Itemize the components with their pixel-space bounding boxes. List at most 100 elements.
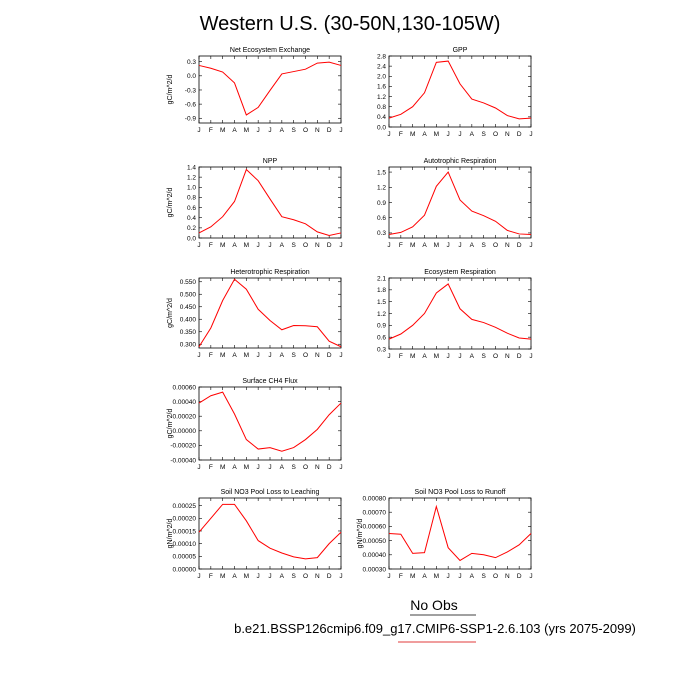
x-tick-label: A	[470, 242, 475, 249]
x-tick-label: J	[339, 352, 342, 359]
panel-title: Net Ecosystem Exchange	[230, 47, 310, 54]
y-axis-label: gC/m^2/d	[167, 188, 174, 218]
y-tick-label: 0.6	[187, 205, 196, 212]
x-tick-label: J	[447, 242, 450, 249]
x-tick-label: J	[197, 127, 200, 134]
y-tick-label: 0.9	[377, 200, 386, 207]
y-tick-label: 1.5	[377, 299, 386, 306]
x-tick-label: A	[280, 352, 285, 359]
x-tick-label: O	[493, 573, 498, 580]
x-tick-label: J	[257, 242, 260, 249]
x-tick-label: A	[470, 131, 475, 138]
y-tick-label: 0.00010	[173, 541, 197, 548]
y-tick-label: -0.00020	[170, 443, 196, 450]
plot-frame	[388, 166, 532, 239]
x-tick-label: D	[327, 573, 332, 580]
x-tick-label: S	[291, 242, 296, 249]
x-tick-label: S	[291, 464, 296, 471]
y-tick-label: 0.00015	[173, 528, 197, 535]
x-tick-label: M	[244, 352, 249, 359]
x-tick-label: J	[447, 573, 450, 580]
panel-title: NPP	[263, 158, 278, 165]
series-line	[388, 60, 532, 120]
x-tick-label: D	[327, 352, 332, 359]
x-tick-label: D	[327, 127, 332, 134]
x-tick-label: M	[220, 127, 225, 134]
series-line	[198, 61, 342, 116]
x-tick-label: O	[493, 242, 498, 249]
x-tick-label: M	[434, 353, 439, 360]
x-tick-label: J	[339, 464, 342, 471]
y-tick-label: 0.00025	[173, 503, 197, 510]
plot-frame	[198, 166, 342, 239]
plot-frame	[388, 277, 532, 350]
x-tick-label: J	[197, 464, 200, 471]
y-tick-label: -0.3	[185, 87, 197, 94]
plot-frame	[198, 55, 342, 124]
y-tick-label: 0.8	[377, 104, 386, 111]
series-line	[198, 503, 342, 560]
y-tick-label: 0.3	[377, 346, 386, 353]
x-tick-label: A	[232, 573, 237, 580]
x-tick-label: J	[339, 242, 342, 249]
plot-frame	[198, 277, 342, 349]
y-tick-label: 0.6	[377, 334, 386, 341]
x-tick-label: D	[517, 353, 522, 360]
x-tick-label: A	[422, 353, 427, 360]
x-tick-label: J	[387, 353, 390, 360]
page-title: Western U.S. (30-50N,130-105W)	[200, 13, 501, 35]
x-tick-label: J	[197, 242, 200, 249]
panel-title: Soil NO3 Pool Loss to Runoff	[415, 489, 506, 496]
x-tick-label: J	[268, 573, 271, 580]
series-line	[388, 283, 532, 340]
x-tick-label: D	[517, 242, 522, 249]
series-line	[198, 168, 342, 236]
y-tick-label: 0.00060	[173, 384, 197, 391]
x-tick-label: A	[280, 464, 285, 471]
y-tick-label: 0.00030	[363, 566, 387, 573]
x-tick-label: M	[220, 352, 225, 359]
x-tick-label: O	[493, 131, 498, 138]
x-tick-label: N	[505, 353, 510, 360]
y-tick-label: 0.00050	[363, 538, 387, 545]
y-tick-label: 2.8	[377, 53, 386, 60]
x-tick-label: F	[209, 464, 213, 471]
x-tick-label: J	[529, 573, 532, 580]
y-tick-label: 1.2	[377, 311, 386, 318]
x-tick-label: O	[303, 464, 308, 471]
y-tick-label: -0.9	[185, 116, 197, 123]
x-tick-label: S	[481, 242, 486, 249]
y-tick-label: 2.0	[377, 74, 386, 81]
x-tick-label: J	[529, 353, 532, 360]
panel-title: Soil NO3 Pool Loss to Leaching	[221, 489, 320, 496]
y-tick-label: -0.6	[185, 101, 197, 108]
y-tick-label: 0.3	[377, 230, 386, 237]
x-tick-label: A	[470, 353, 475, 360]
plot-frame	[198, 497, 342, 570]
x-tick-label: N	[315, 242, 320, 249]
x-tick-label: A	[422, 242, 427, 249]
x-tick-label: A	[470, 573, 475, 580]
panel-title: Heterotrophic Respiration	[230, 269, 309, 276]
x-tick-label: S	[291, 573, 296, 580]
x-tick-label: F	[399, 573, 403, 580]
x-tick-label: A	[422, 573, 427, 580]
x-tick-label: M	[410, 242, 415, 249]
x-tick-label: D	[327, 242, 332, 249]
y-axis-label: gN/m^2/d	[357, 519, 364, 549]
y-tick-label: 0.00005	[173, 554, 197, 561]
x-tick-label: A	[422, 131, 427, 138]
x-tick-label: J	[257, 352, 260, 359]
run-caption: b.e21.BSSP126cmip6.f09_g17.CMIP6-SSP1-2.…	[234, 621, 636, 636]
x-tick-label: J	[447, 131, 450, 138]
x-tick-label: S	[481, 131, 486, 138]
x-tick-label: N	[315, 127, 320, 134]
x-tick-label: N	[505, 131, 510, 138]
x-tick-label: O	[303, 127, 308, 134]
x-tick-label: J	[268, 464, 271, 471]
x-tick-label: O	[303, 242, 308, 249]
series-line	[198, 278, 342, 348]
